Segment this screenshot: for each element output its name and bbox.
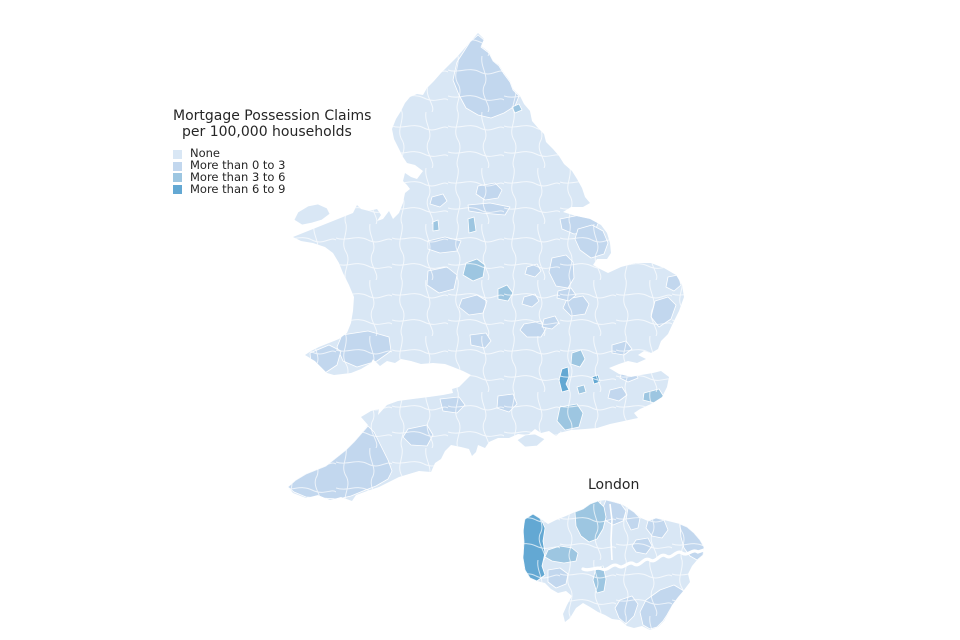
legend-swatch-3-6	[173, 173, 182, 183]
map-legend: Mortgage Possession Claims per 100,000 h…	[173, 108, 372, 196]
london-inset-label: London	[588, 477, 640, 493]
legend-item-0-3: More than 0 to 3	[173, 160, 371, 172]
legend-swatch-0-3	[173, 161, 182, 171]
district-patch	[440, 369, 464, 385]
legend-item-3-6: More than 3 to 6	[173, 172, 371, 184]
london-inset-map	[523, 500, 704, 630]
legend-title-line2: per 100,000 households	[182, 123, 352, 140]
legend-label: More than 0 to 3	[190, 158, 286, 173]
lee-valley	[609, 503, 613, 561]
thames-river	[581, 548, 704, 572]
legend-swatch-none	[173, 149, 182, 159]
legend-items: None More than 0 to 3 More than 3 to 6 M…	[173, 148, 371, 195]
legend-title: Mortgage Possession Claims per 100,000 h…	[173, 108, 372, 140]
legend-label: More than 6 to 9	[190, 181, 286, 196]
legend-title-line1: Mortgage Possession Claims	[173, 108, 372, 124]
legend-item-none: None	[173, 148, 371, 160]
legend-swatch-6-9	[173, 185, 182, 195]
legend-label: None	[190, 146, 221, 161]
district-boundaries-texture	[288, 33, 684, 501]
legend-label: More than 3 to 6	[190, 170, 286, 185]
anglesey-island	[293, 203, 331, 226]
isle-of-wight	[516, 433, 546, 448]
main-map	[288, 33, 684, 501]
legend-item-6-9: More than 6 to 9	[173, 181, 371, 196]
